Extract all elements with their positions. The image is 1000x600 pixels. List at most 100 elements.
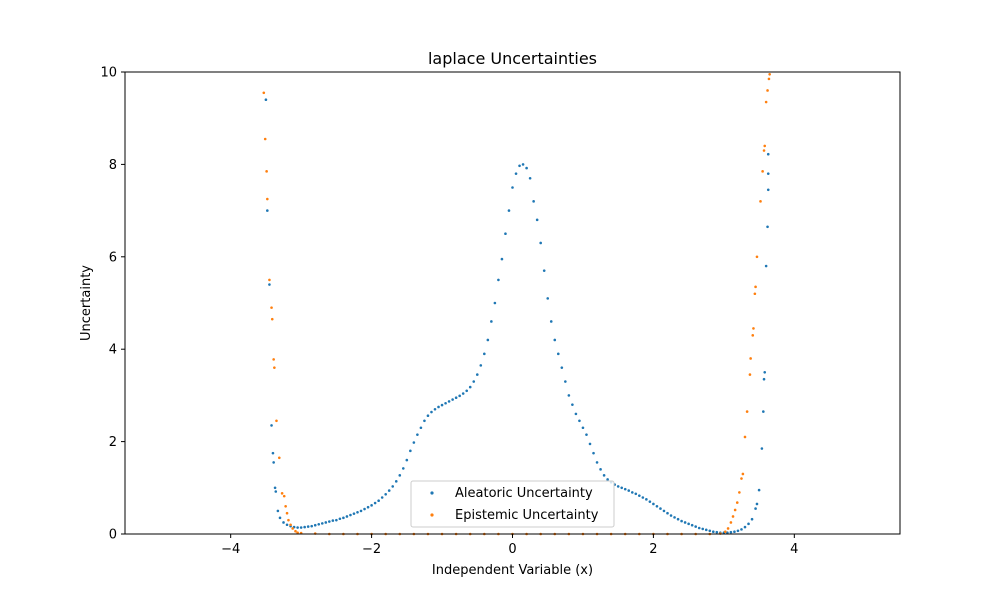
aleatoric-point [701,527,705,531]
aleatoric-point [320,522,324,525]
aleatoric-point [623,487,627,491]
aleatoric-point [634,492,638,496]
aleatoric-point [430,410,433,414]
aleatoric-point [755,502,759,506]
aleatoric-point [606,478,609,481]
aleatoric-point [539,241,542,245]
aleatoric-point [391,485,395,488]
aleatoric-point [437,405,440,409]
aleatoric-point [416,433,419,436]
aleatoric-point [588,442,592,446]
aleatoric-point [426,414,430,418]
aleatoric-point [574,412,578,416]
aleatoric-point [704,528,708,532]
epistemic-point [748,373,752,376]
aleatoric-point [310,524,314,528]
aleatoric-point [525,166,528,170]
aleatoric-point [627,489,631,492]
y-tick-label: 0 [109,528,117,543]
aleatoric-point [655,504,659,508]
epistemic-point [296,531,299,534]
aleatoric-point [754,507,757,510]
aleatoric-point [272,461,275,464]
aleatoric-point [458,394,461,398]
aleatoric-point [394,480,398,483]
aleatoric-point [729,530,733,534]
epistemic-point [284,504,287,508]
aleatoric-point [313,523,317,527]
aleatoric-point [641,496,645,499]
aleatoric-point [535,218,539,222]
epistemic-point [263,137,267,141]
x-tick-label: 0 [508,542,516,557]
aleatoric-point [645,498,648,501]
epistemic-point [741,472,745,476]
aleatoric-point [733,530,736,533]
aleatoric-point [666,511,669,515]
aleatoric-point [763,371,767,374]
aleatoric-point [697,526,701,530]
aleatoric-point [764,264,768,268]
legend-marker-aleatoric [430,491,434,495]
aleatoric-point [659,507,662,510]
aleatoric-point [669,514,673,517]
aleatoric-point [620,486,624,490]
aleatoric-point [507,209,511,212]
ticks-layer: −4 −2 0 2 4 0 2 4 6 8 10 [100,66,798,558]
epistemic-point [291,527,294,530]
x-tick-label: −2 [362,542,381,557]
legend-markers [430,491,434,517]
epistemic-point [726,527,730,530]
aleatoric-point [762,377,766,381]
legend-label-aleatoric: Aleatoric Uncertainty [455,486,593,501]
aleatoric-point [542,269,546,272]
aleatoric-point [532,200,535,203]
epistemic-point [294,529,297,533]
aleatoric-point [299,526,303,529]
aleatoric-point [479,364,483,367]
aleatoric-point [762,410,765,413]
aleatoric-point [461,392,465,395]
aleatoric-point [444,401,447,405]
aleatoric-point [521,163,525,166]
aleatoric-point [602,474,606,477]
epistemic-point [273,366,276,369]
epistemic-point [743,435,747,439]
aleatoric-point [715,530,719,534]
plot-frame [124,71,901,535]
aleatoric-point [511,186,514,189]
aleatoric-point [571,403,574,406]
aleatoric-point [585,433,588,436]
epistemic-point [738,491,741,494]
aleatoric-point [303,525,306,529]
epistemic-point [751,334,755,337]
y-tick-label: 2 [109,435,117,450]
aleatoric-point [373,501,377,505]
aleatoric-point [377,499,380,503]
aleatoric-point [338,517,342,521]
epistemic-point [763,144,767,148]
aleatoric-point [750,517,754,521]
aleatoric-point [616,485,620,488]
aleatoric-point [472,380,476,383]
legend-marker-epistemic [430,513,434,517]
aleatoric-point [387,489,391,492]
aleatoric-point [276,509,280,513]
epistemic-point [749,357,752,360]
aleatoric-point [468,385,472,389]
aleatoric-point [747,522,750,526]
aleatoric-series [264,98,770,534]
aleatoric-point [711,530,715,533]
epistemic-point [767,77,771,81]
aleatoric-point [317,522,321,526]
epistemic-point [272,358,275,361]
aleatoric-point [352,512,356,515]
aleatoric-point [331,519,335,522]
aleatoric-point [567,394,571,397]
aleatoric-point [500,257,504,261]
aleatoric-point [370,504,373,507]
aleatoric-point [465,389,469,393]
epistemic-series [262,73,771,536]
aleatoric-point [683,521,687,524]
